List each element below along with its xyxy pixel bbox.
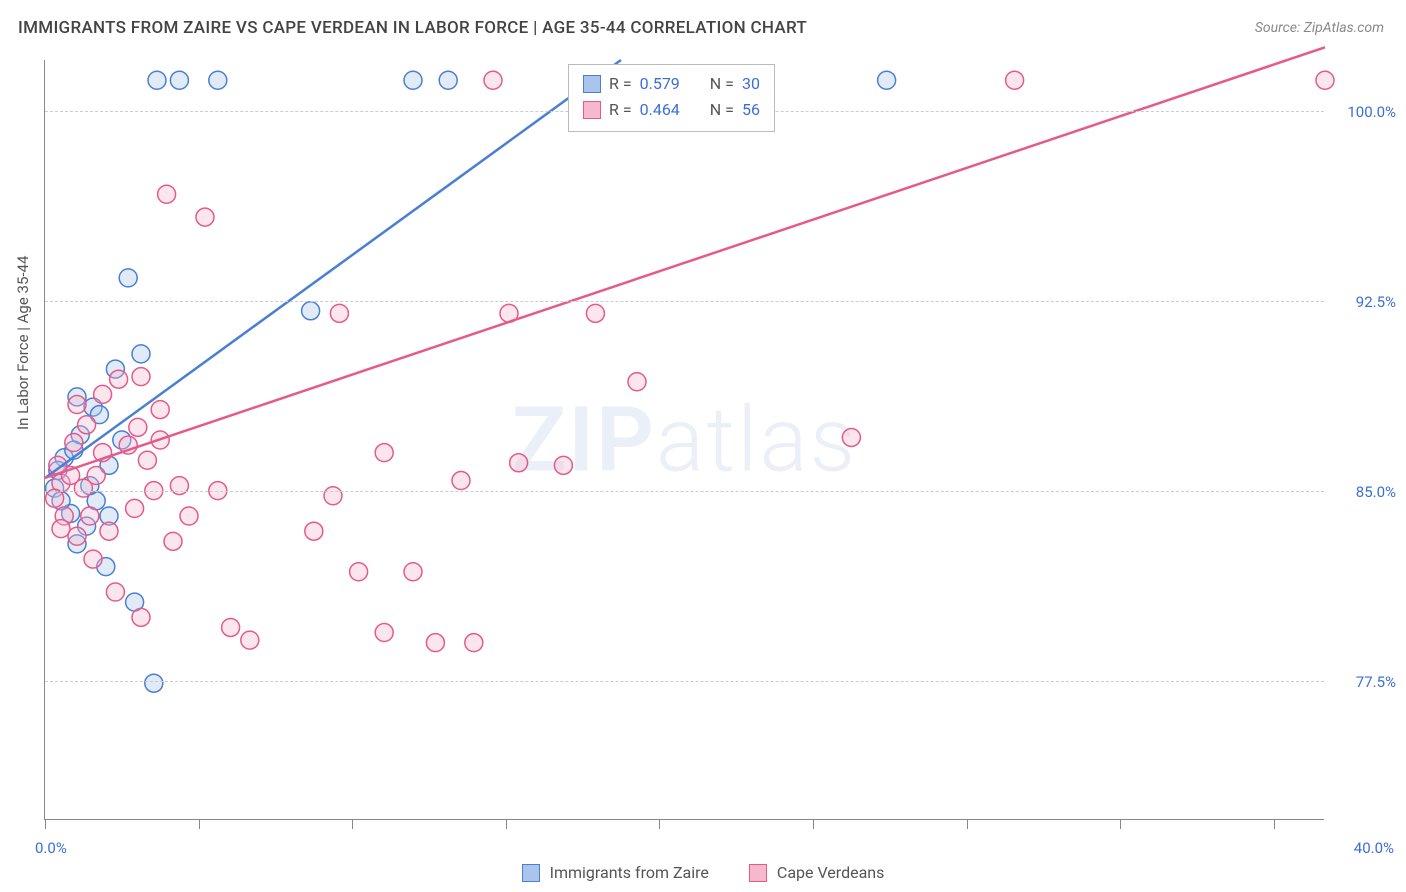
x-tick — [1274, 819, 1275, 829]
legend-label: Cape Verdeans — [777, 863, 884, 882]
data-point — [241, 631, 259, 649]
series-swatch — [583, 101, 601, 119]
data-point — [484, 71, 502, 89]
data-point — [222, 618, 240, 636]
y-tick-label: 77.5% — [1336, 673, 1396, 691]
gridline: 77.5% — [45, 681, 1324, 682]
data-point — [439, 71, 457, 89]
data-point — [68, 396, 86, 414]
legend-item: Cape Verdeans — [749, 863, 884, 882]
r-label: R = — [609, 97, 632, 123]
data-point — [404, 71, 422, 89]
chart-title: IMMIGRANTS FROM ZAIRE VS CAPE VERDEAN IN… — [18, 18, 807, 38]
data-point — [554, 456, 572, 474]
data-point — [129, 418, 147, 436]
data-point — [84, 550, 102, 568]
data-point — [46, 489, 64, 507]
data-point — [878, 71, 896, 89]
legend-item: Immigrants from Zaire — [522, 863, 709, 882]
gridline: 92.5% — [45, 301, 1324, 302]
data-point — [170, 477, 188, 495]
n-value: 56 — [742, 97, 760, 123]
correlation-row: R = 0.464 N = 56 — [583, 97, 760, 123]
r-label: R = — [609, 71, 632, 97]
data-point — [158, 185, 176, 203]
x-tick — [967, 819, 968, 829]
data-point — [132, 345, 150, 363]
data-point — [138, 451, 156, 469]
data-point — [78, 416, 96, 434]
r-value: 0.464 — [640, 97, 680, 123]
data-point — [375, 444, 393, 462]
n-label: N = — [710, 97, 734, 123]
data-point — [145, 674, 163, 692]
data-point — [126, 499, 144, 517]
data-point — [87, 466, 105, 484]
data-point — [452, 472, 470, 490]
data-point — [586, 304, 604, 322]
y-tick-label: 100.0% — [1336, 103, 1396, 121]
data-point — [106, 583, 124, 601]
data-point — [65, 434, 83, 452]
y-tick-label: 85.0% — [1336, 483, 1396, 501]
data-point — [132, 608, 150, 626]
y-axis-title: In Labor Force | Age 35-44 — [14, 256, 32, 430]
data-point — [170, 71, 188, 89]
data-point — [1316, 71, 1334, 89]
legend-bottom: Immigrants from Zaire Cape Verdeans — [0, 863, 1406, 882]
gridline: 85.0% — [45, 491, 1324, 492]
data-point — [68, 527, 86, 545]
legend-swatch — [749, 864, 767, 882]
data-point — [350, 563, 368, 581]
data-point — [324, 487, 342, 505]
x-tick — [352, 819, 353, 829]
data-point — [426, 634, 444, 652]
data-point — [164, 532, 182, 550]
data-point — [305, 522, 323, 540]
n-value: 30 — [742, 71, 760, 97]
n-label: N = — [710, 71, 734, 97]
data-point — [132, 368, 150, 386]
data-point — [302, 302, 320, 320]
data-point — [1006, 71, 1024, 89]
data-point — [628, 373, 646, 391]
data-point — [52, 520, 70, 538]
source-attribution: Source: ZipAtlas.com — [1255, 20, 1384, 36]
data-point — [94, 385, 112, 403]
correlation-row: R = 0.579 N = 30 — [583, 71, 760, 97]
x-tick — [1120, 819, 1121, 829]
data-point — [375, 624, 393, 642]
x-tick — [199, 819, 200, 829]
x-tick — [659, 819, 660, 829]
data-point — [209, 71, 227, 89]
legend-label: Immigrants from Zaire — [550, 863, 709, 882]
plot-area: ZIPatlas 77.5%85.0%92.5%100.0% 0.0% 40.0… — [44, 60, 1324, 820]
data-point — [510, 454, 528, 472]
legend-swatch — [522, 864, 540, 882]
x-axis-min-label: 0.0% — [35, 839, 67, 857]
x-tick — [506, 819, 507, 829]
x-axis-max-label: 40.0% — [1354, 839, 1394, 857]
x-tick — [45, 819, 46, 829]
data-point — [465, 634, 483, 652]
x-tick — [813, 819, 814, 829]
data-point — [100, 522, 118, 540]
series-swatch — [583, 75, 601, 93]
y-tick-label: 92.5% — [1336, 293, 1396, 311]
data-point — [330, 304, 348, 322]
data-point — [404, 563, 422, 581]
data-point — [119, 269, 137, 287]
data-point — [196, 208, 214, 226]
data-point — [151, 401, 169, 419]
correlation-legend-box: R = 0.579 N = 30 R = 0.464 N = 56 — [568, 64, 775, 132]
r-value: 0.579 — [640, 71, 680, 97]
data-point — [148, 71, 166, 89]
data-point — [110, 370, 128, 388]
data-point — [81, 507, 99, 525]
data-point — [180, 507, 198, 525]
scatter-plot-svg — [45, 60, 1325, 820]
data-point — [842, 428, 860, 446]
